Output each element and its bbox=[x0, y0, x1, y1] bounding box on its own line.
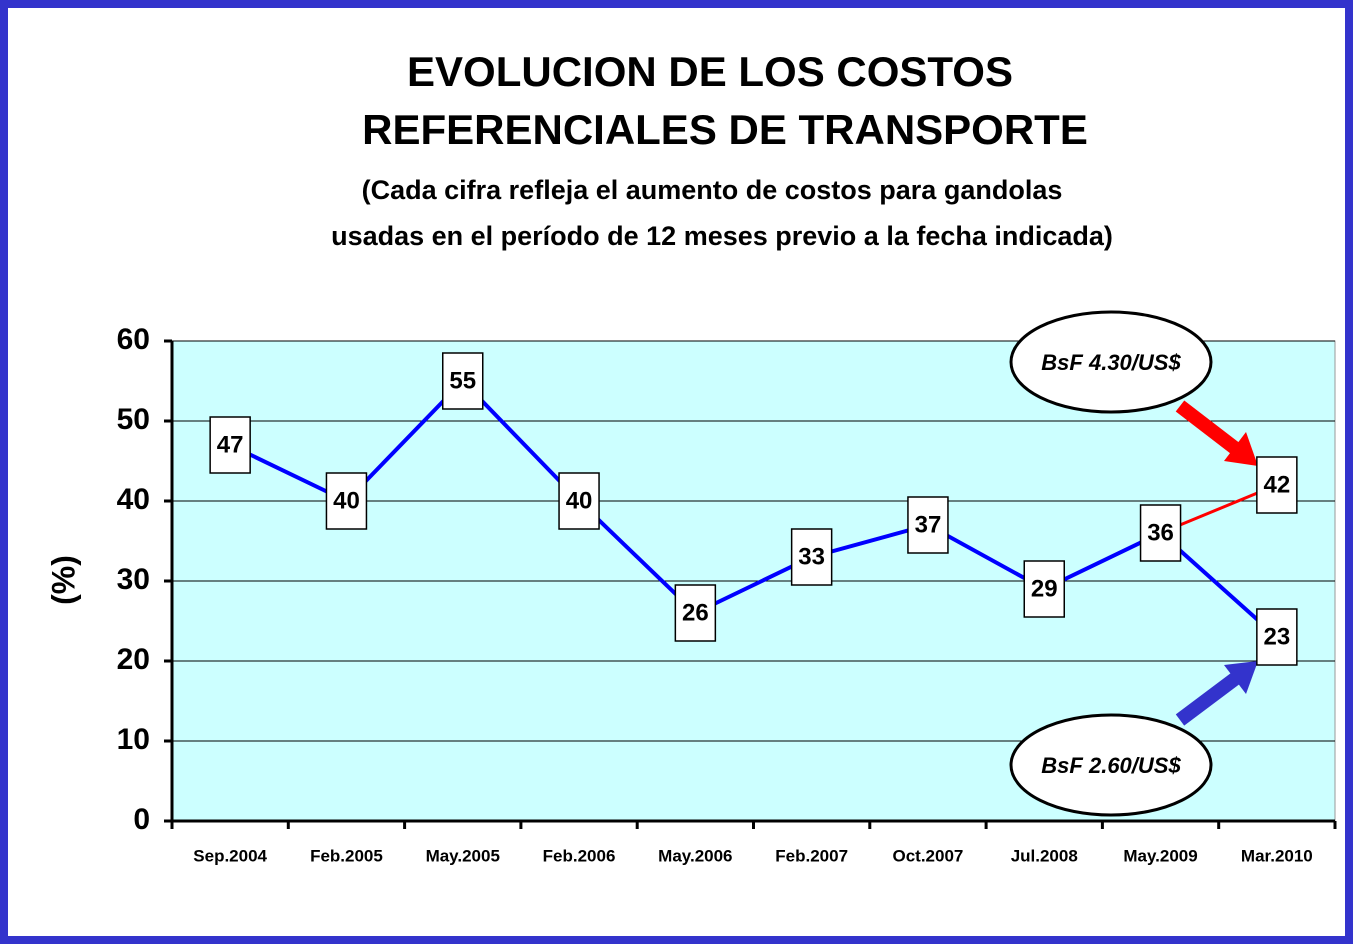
arrow-head bbox=[1224, 432, 1258, 466]
data-label: 23 bbox=[1263, 623, 1290, 650]
x-tick-label: Oct.2007 bbox=[893, 846, 964, 865]
y-tick-label: 40 bbox=[117, 483, 150, 516]
data-label: 47 bbox=[217, 431, 244, 458]
chart-title: EVOLUCION DE LOS COSTOS bbox=[407, 48, 1013, 95]
data-label-box bbox=[790, 528, 833, 586]
line bbox=[229, 378, 1279, 639]
data-label-box bbox=[907, 496, 949, 554]
x-tick-label: May.2006 bbox=[658, 846, 732, 865]
data-label: 26 bbox=[682, 599, 709, 626]
x-tick-label: Mar.2010 bbox=[1241, 846, 1313, 865]
y-tick-label: 30 bbox=[117, 563, 150, 596]
x-tick-label: May.2009 bbox=[1123, 846, 1197, 865]
data-label-box bbox=[209, 416, 251, 474]
data-label: 37 bbox=[915, 511, 942, 538]
chart-title: REFERENCIALES DE TRANSPORTE bbox=[362, 106, 1088, 153]
data-label-box bbox=[442, 352, 484, 410]
arrow-head bbox=[1224, 661, 1258, 694]
y-tick-label: 50 bbox=[117, 403, 150, 436]
y-tick-label: 20 bbox=[117, 643, 150, 676]
data-label: 55 bbox=[449, 367, 476, 394]
y-axis-label: (%) bbox=[45, 555, 81, 605]
chart-subtitle: (Cada cifra refleja el aumento de costos… bbox=[362, 175, 1063, 205]
x-tick-label: May.2005 bbox=[426, 846, 500, 865]
data-label-box bbox=[1023, 560, 1065, 618]
data-label-box bbox=[558, 472, 600, 530]
x-tick-label: Sep.2004 bbox=[193, 846, 267, 865]
data-label-box bbox=[1256, 456, 1298, 514]
data-label-box bbox=[1139, 504, 1182, 562]
data-label: 42 bbox=[1263, 471, 1290, 498]
data-label: 33 bbox=[798, 543, 825, 570]
arrow bbox=[1175, 672, 1241, 726]
data-label-box bbox=[325, 472, 368, 530]
data-label-box bbox=[1256, 608, 1298, 666]
chart-subtitle: usadas en el período de 12 meses previo … bbox=[331, 221, 1113, 251]
data-label: 29 bbox=[1031, 575, 1058, 602]
data-label-box bbox=[674, 584, 717, 642]
data-label: 36 bbox=[1147, 519, 1174, 546]
data-labels: 47 40 55 40 26 33 37 29 36 23 42 bbox=[209, 352, 1298, 666]
x-tick-label: Feb.2007 bbox=[775, 846, 848, 865]
arrow bbox=[1175, 400, 1241, 455]
y-tick-label: 10 bbox=[117, 723, 150, 756]
data-label: 40 bbox=[333, 487, 360, 514]
annotation: BsF 2.60/US$ bbox=[1041, 753, 1181, 778]
annotation-ellipse bbox=[1009, 310, 1213, 414]
annotation-ellipse bbox=[1009, 713, 1213, 817]
x-tick-label: Feb.2006 bbox=[543, 846, 616, 865]
y-tick-label: 0 bbox=[133, 803, 150, 836]
annotation: BsF 4.30/US$ bbox=[1041, 350, 1181, 375]
x-tick-label: Jul.2008 bbox=[1011, 846, 1078, 865]
y-tick-label: 60 bbox=[117, 323, 150, 356]
data-label: 40 bbox=[566, 487, 593, 514]
grid bbox=[164, 339, 1337, 829]
x-tick-label: Feb.2005 bbox=[310, 846, 383, 865]
